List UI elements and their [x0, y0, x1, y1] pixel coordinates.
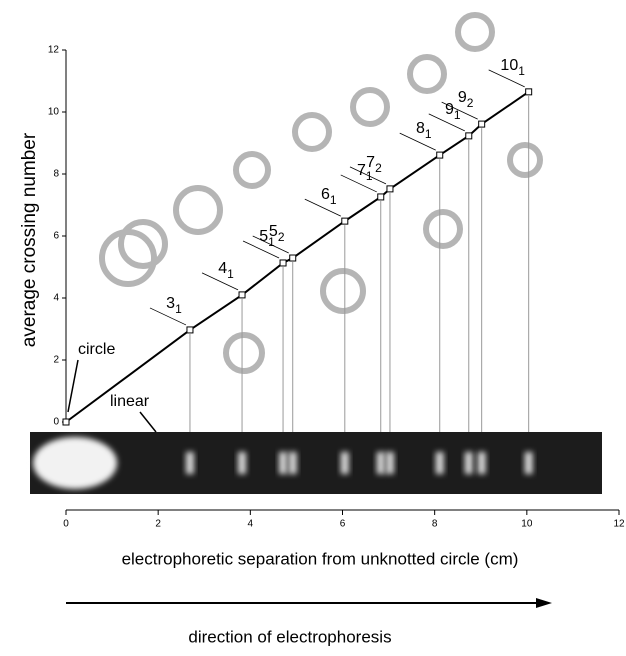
- label-leader: [340, 174, 377, 193]
- label-leader: [399, 132, 436, 151]
- x-axis-label: electrophoretic separation from unknotte…: [122, 549, 519, 568]
- knot-crossings: 7: [357, 162, 366, 179]
- annotation: direction of electrophoresis: [188, 627, 391, 646]
- gel-band: [524, 452, 533, 474]
- gel-band: [376, 452, 385, 474]
- label-leader: [252, 235, 289, 254]
- knot-crossings: 7: [366, 154, 375, 171]
- knot-crossings: 5: [269, 223, 278, 240]
- gel-band: [279, 452, 288, 474]
- point: [289, 254, 297, 262]
- knot-index: 1: [425, 127, 432, 141]
- gel-band: [464, 452, 473, 474]
- annotation: circle: [78, 341, 115, 358]
- gel-band: [288, 452, 297, 474]
- y-tick-label: 12: [48, 45, 60, 56]
- annotation-arrow: [139, 411, 157, 433]
- y-tick-label: 6: [53, 231, 59, 242]
- gel-band: [185, 452, 194, 474]
- point: [377, 193, 385, 201]
- knot-crossings: 9: [458, 89, 467, 106]
- point: [279, 259, 287, 267]
- knot-index: 1: [518, 64, 525, 78]
- y-axis-label: average crossing number: [19, 132, 40, 347]
- label-leader: [242, 240, 280, 259]
- knot-crossings: 10: [500, 57, 518, 74]
- point: [525, 88, 533, 96]
- gel-band: [340, 452, 349, 474]
- y-tick-label: 2: [53, 355, 59, 366]
- gel-band: [385, 452, 394, 474]
- x-tick-label: 4: [248, 519, 254, 530]
- label-leader: [349, 166, 387, 185]
- gel-band: [238, 452, 247, 474]
- gel-band: [477, 452, 486, 474]
- knot-crossings: 4: [218, 260, 227, 277]
- knot-label: 61: [321, 186, 337, 207]
- y-tick-label: 10: [48, 107, 60, 118]
- knot-label: 41: [218, 260, 234, 281]
- knot-label: 91: [445, 101, 461, 122]
- knot-label: 81: [416, 120, 432, 141]
- x-tick-label: 12: [613, 519, 625, 530]
- point: [62, 418, 70, 426]
- knot-illustrations: [99, 12, 543, 374]
- annotation: linear: [110, 393, 150, 410]
- point: [238, 291, 246, 299]
- label-leader: [441, 101, 478, 120]
- point: [465, 132, 473, 140]
- y-tick-label: 8: [53, 169, 59, 180]
- x-tick-label: 10: [521, 519, 533, 530]
- knot-label: 101: [500, 57, 525, 78]
- point: [341, 217, 349, 225]
- x-tick-label: 0: [63, 519, 69, 530]
- knot-crossings: 9: [445, 101, 454, 118]
- knot-index: 1: [330, 193, 337, 207]
- point: [386, 185, 394, 193]
- knot-crossings: 5: [259, 228, 268, 245]
- x-tick-label: 2: [155, 519, 161, 530]
- gel-bulk-band: [33, 437, 117, 489]
- knot-label: 92: [458, 89, 474, 110]
- knot-index: 1: [227, 267, 234, 281]
- gel-band: [435, 452, 444, 474]
- knot-label: 51: [259, 228, 275, 249]
- knot-index: 1: [175, 302, 182, 316]
- knot-index: 1: [454, 108, 461, 122]
- point: [478, 120, 486, 128]
- knot-index: 2: [278, 230, 285, 244]
- x-tick-label: 6: [340, 519, 346, 530]
- knot-crossings: 3: [166, 295, 175, 312]
- knot-crossings: 6: [321, 186, 330, 203]
- y-tick-label: 0: [53, 417, 59, 428]
- label-leader: [304, 198, 341, 217]
- annotation-arrow: [67, 359, 79, 413]
- direction-arrowhead: [536, 598, 552, 608]
- knot-crossings: 8: [416, 120, 425, 137]
- knot-index: 2: [467, 96, 474, 110]
- label-leader: [149, 307, 187, 326]
- knot-label: 31: [166, 295, 182, 316]
- point: [436, 151, 444, 159]
- gel: [30, 432, 602, 494]
- knot-label: 72: [366, 154, 382, 175]
- x-tick-label: 8: [432, 519, 438, 530]
- knot-label: 52: [269, 223, 285, 244]
- label-leader: [428, 113, 465, 132]
- knot-index: 2: [375, 161, 382, 175]
- y-tick-label: 4: [53, 293, 59, 304]
- knot-index: 1: [268, 235, 275, 249]
- point: [186, 326, 194, 334]
- label-leader: [488, 69, 525, 88]
- label-leader: [201, 272, 239, 291]
